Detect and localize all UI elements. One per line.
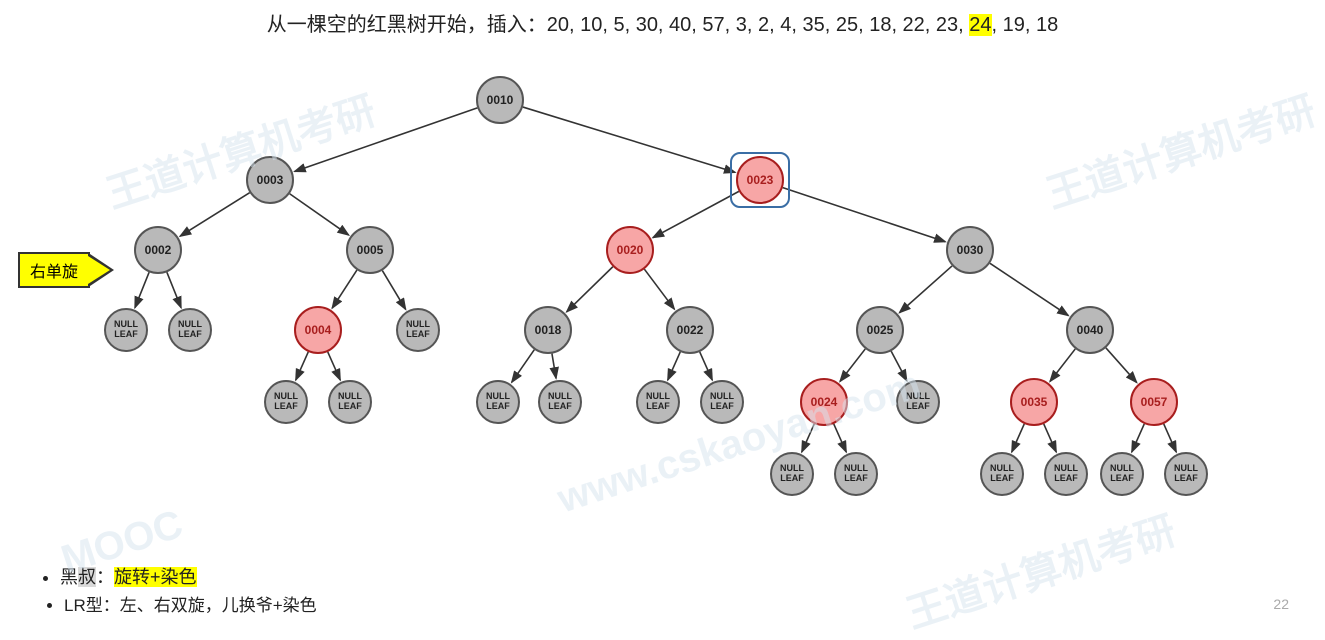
tree-node-0057: 0057: [1130, 378, 1178, 426]
tree-edge: [834, 424, 847, 452]
tree-edge: [382, 271, 405, 310]
tree-edge: [899, 266, 952, 313]
tree-edge: [523, 107, 735, 172]
null-leaf: NULLLEAF: [1164, 452, 1208, 496]
tree-canvas: 0010000300230002000500200030NULLLEAFNULL…: [0, 50, 1325, 530]
null-leaf: NULLLEAF: [636, 380, 680, 424]
tree-edge: [644, 269, 674, 309]
tree-edge: [668, 352, 681, 380]
tree-edge: [332, 270, 357, 308]
tree-edge: [891, 351, 907, 381]
tree-node-0003: 0003: [246, 156, 294, 204]
tree-edge: [328, 352, 341, 380]
tree-node-0018: 0018: [524, 306, 572, 354]
tree-edge: [295, 108, 478, 172]
tree-edge: [552, 354, 556, 379]
page-number: 22: [1273, 596, 1289, 612]
selection-box: [730, 152, 790, 208]
tree-node-0040: 0040: [1066, 306, 1114, 354]
footer-line2: LR型：左、右双旋，儿换爷+染色: [64, 591, 317, 616]
tree-edge: [1164, 424, 1177, 452]
tree-edge: [700, 352, 713, 380]
null-leaf: NULLLEAF: [264, 380, 308, 424]
null-leaf: NULLLEAF: [476, 380, 520, 424]
tree-edge: [1012, 424, 1025, 452]
tree-edge: [567, 267, 613, 312]
tree-edge: [180, 193, 250, 237]
null-leaf: NULLLEAF: [328, 380, 372, 424]
tree-edge: [1106, 348, 1137, 383]
tree-edge: [1044, 424, 1057, 452]
tree-node-0005: 0005: [346, 226, 394, 274]
footer-line1: 黑叔：旋转+染色: [60, 563, 317, 589]
tree-edge: [290, 194, 349, 235]
tree-node-0010: 0010: [476, 76, 524, 124]
tree-node-0024: 0024: [800, 378, 848, 426]
tree-edge: [1050, 349, 1075, 382]
tree-node-0020: 0020: [606, 226, 654, 274]
tree-edge: [512, 350, 535, 383]
tree-edge: [840, 349, 865, 382]
tree-node-0025: 0025: [856, 306, 904, 354]
title-highlight: 24: [969, 14, 991, 36]
tree-edge: [783, 188, 946, 242]
null-leaf: NULLLEAF: [1100, 452, 1144, 496]
tree-node-0035: 0035: [1010, 378, 1058, 426]
footer-notes: 黑叔：旋转+染色 LR型：左、右双旋，儿换爷+染色: [40, 561, 317, 618]
page-title: 从一棵空的红黑树开始，插入：20, 10, 5, 30, 40, 57, 3, …: [0, 8, 1325, 37]
title-suffix: , 19, 18: [992, 14, 1059, 36]
null-leaf: NULLLEAF: [1044, 452, 1088, 496]
null-leaf: NULLLEAF: [770, 452, 814, 496]
tree-edge: [1132, 424, 1145, 452]
rotation-callout: 右单旋: [18, 252, 90, 288]
tree-node-0002: 0002: [134, 226, 182, 274]
tree-edge: [135, 272, 149, 307]
title-sequence: 20, 10, 5, 30, 40, 57, 3, 2, 4, 35, 25, …: [547, 14, 970, 36]
tree-node-0004: 0004: [294, 306, 342, 354]
tree-edge: [167, 272, 181, 307]
null-leaf: NULLLEAF: [396, 308, 440, 352]
null-leaf: NULLLEAF: [104, 308, 148, 352]
null-leaf: NULLLEAF: [168, 308, 212, 352]
tree-edge: [653, 191, 739, 237]
tree-node-0022: 0022: [666, 306, 714, 354]
tree-node-0030: 0030: [946, 226, 994, 274]
tree-edge: [296, 352, 309, 380]
null-leaf: NULLLEAF: [896, 380, 940, 424]
null-leaf: NULLLEAF: [538, 380, 582, 424]
null-leaf: NULLLEAF: [834, 452, 878, 496]
null-leaf: NULLLEAF: [700, 380, 744, 424]
tree-edge: [990, 263, 1068, 315]
tree-edge: [802, 424, 815, 452]
null-leaf: NULLLEAF: [980, 452, 1024, 496]
title-prefix: 从一棵空的红黑树开始，插入：: [267, 14, 547, 36]
